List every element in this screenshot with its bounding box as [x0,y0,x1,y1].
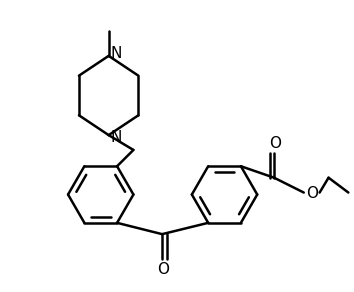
Text: N: N [111,130,122,145]
Text: O: O [157,262,169,277]
Text: O: O [306,186,318,201]
Text: N: N [111,46,122,61]
Text: O: O [269,135,281,151]
